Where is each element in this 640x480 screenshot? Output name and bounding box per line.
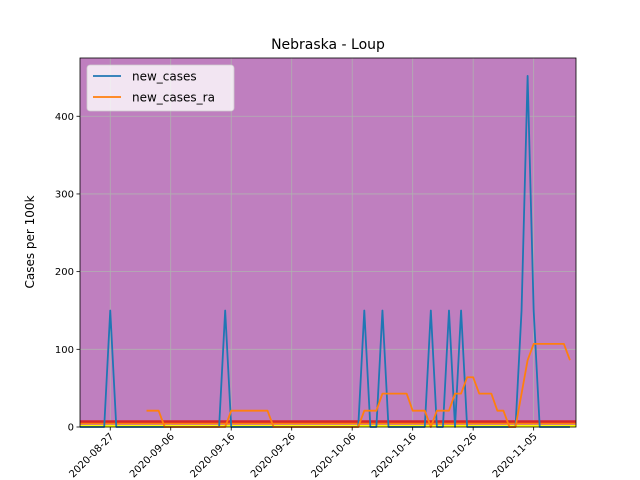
x-tick-label: 2020-10-06 <box>309 431 358 480</box>
chart-title: Nebraska - Loup <box>271 37 385 53</box>
x-tick-label: 2020-10-16 <box>370 431 419 480</box>
grid <box>80 58 576 428</box>
y-axis-label: Cases per 100k <box>23 195 37 288</box>
x-tick-label: 2020-11-05 <box>491 431 540 480</box>
legend-label: new_cases_ra <box>132 91 215 105</box>
legend-label: new_cases <box>132 70 197 84</box>
y-tick-label: 400 <box>55 112 74 123</box>
threshold-lines <box>80 420 576 428</box>
x-tick-label: 2020-09-26 <box>249 431 298 480</box>
y-tick-label: 100 <box>55 345 74 356</box>
y-tick-label: 300 <box>55 189 74 200</box>
legend-box <box>86 64 235 112</box>
plot-frame <box>79 57 577 428</box>
y-tick-label: 200 <box>55 267 74 278</box>
plot-background <box>80 58 576 427</box>
x-tick-label: 2020-08-27 <box>67 431 116 480</box>
x-tick-label: 2020-09-06 <box>128 431 177 480</box>
x-tick-label: 2020-10-26 <box>430 431 479 480</box>
legend: new_cases new_cases_ra <box>86 64 235 112</box>
y-tick-label: 0 <box>68 423 74 434</box>
series-line-new_cases_ra <box>146 342 571 428</box>
y-axis: 0 100 200 300 400 <box>55 112 80 434</box>
x-axis: 2020-08-27 2020-09-06 2020-09-16 2020-09-26… <box>67 427 540 480</box>
x-tick-label: 2020-09-16 <box>188 431 237 480</box>
